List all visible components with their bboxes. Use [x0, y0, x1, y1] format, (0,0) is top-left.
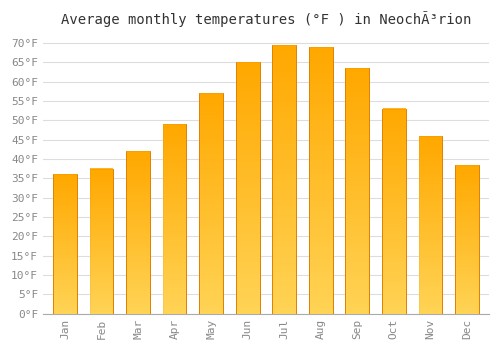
Bar [455, 165, 479, 314]
Bar [90, 169, 114, 314]
Bar [126, 151, 150, 314]
Bar [53, 175, 77, 314]
Bar [162, 124, 186, 314]
Bar [236, 62, 260, 314]
Title: Average monthly temperatures (°F ) in NeochÃ³rion: Average monthly temperatures (°F ) in Ne… [60, 11, 471, 27]
Bar [382, 109, 406, 314]
Bar [418, 136, 442, 314]
Bar [309, 47, 332, 314]
Bar [272, 45, 296, 314]
Bar [346, 68, 369, 314]
Bar [199, 93, 223, 314]
